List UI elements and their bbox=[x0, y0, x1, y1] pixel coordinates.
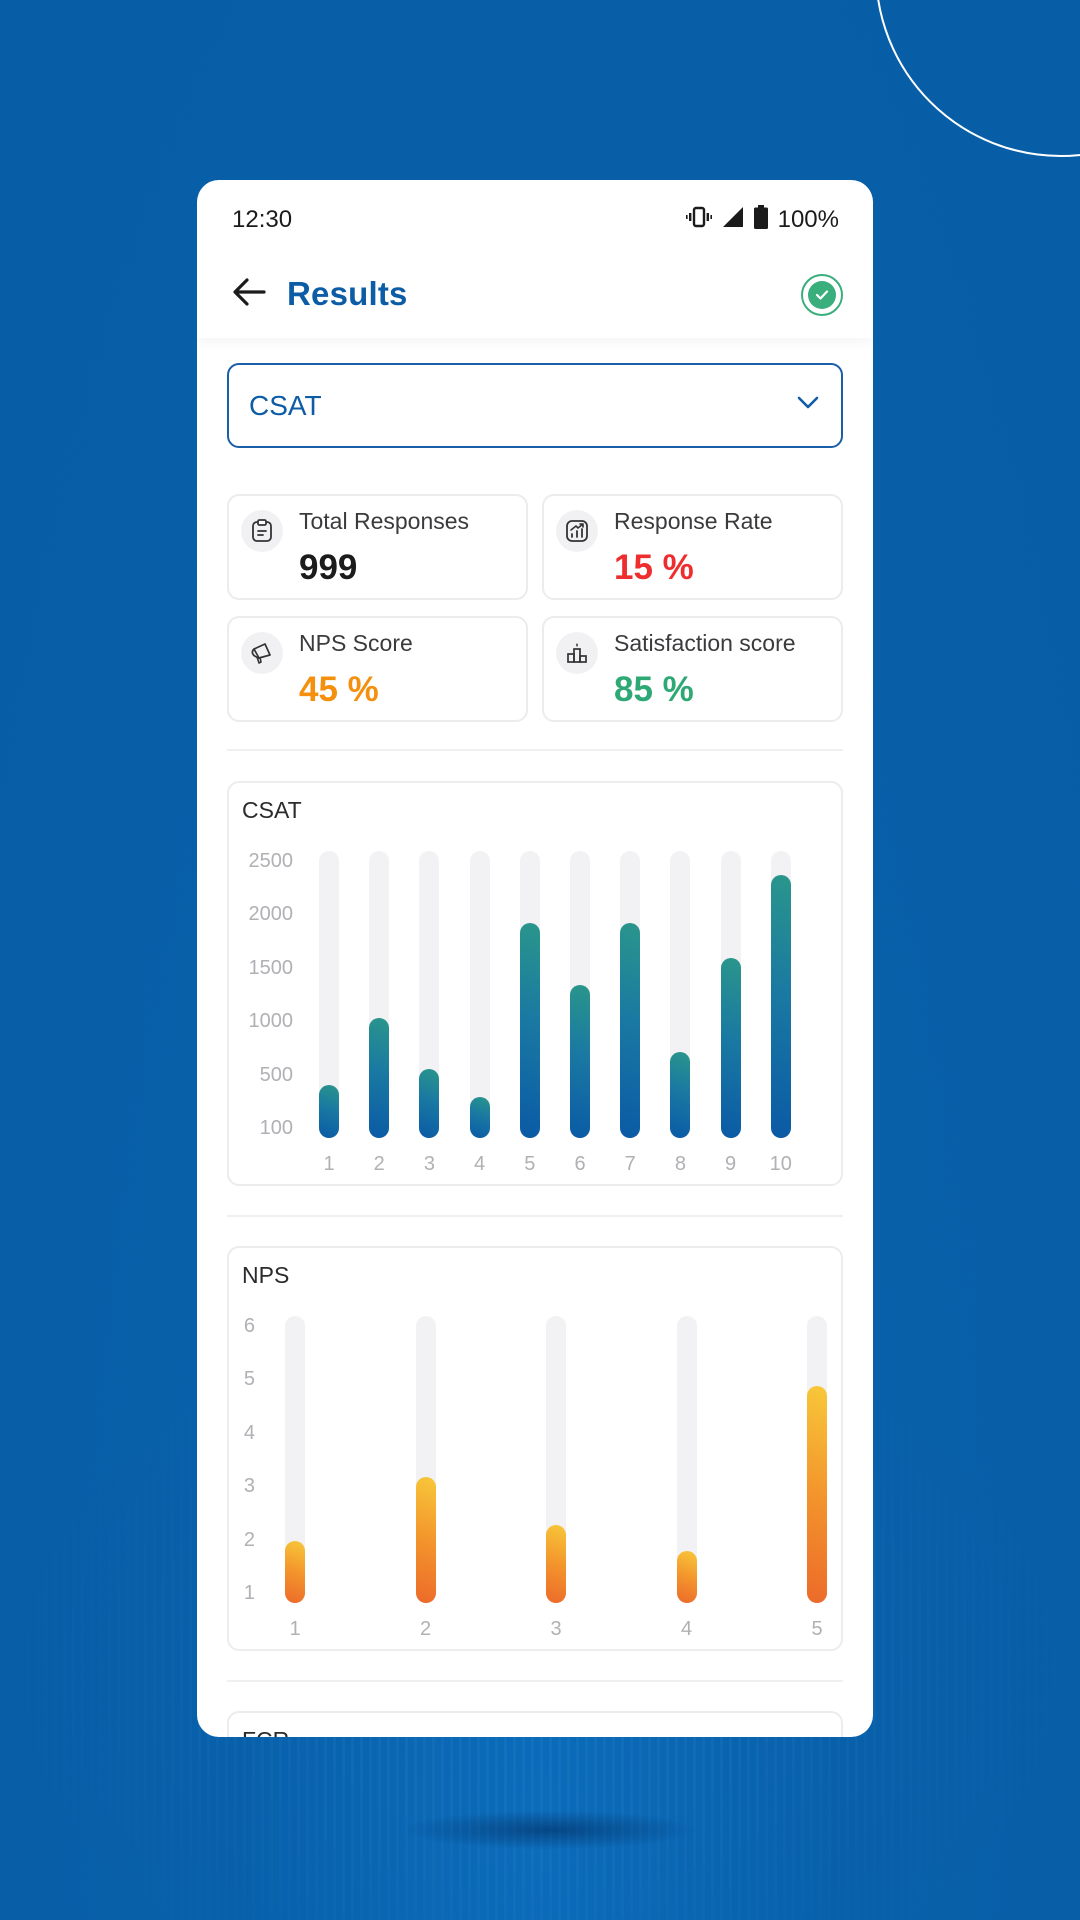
bar-3[interactable] bbox=[419, 1068, 440, 1138]
bar-track bbox=[419, 851, 440, 1138]
bar-5[interactable] bbox=[519, 923, 540, 1138]
confirm-button[interactable] bbox=[801, 274, 843, 316]
status-bar: 12:30 100% bbox=[197, 180, 873, 260]
section-divider bbox=[227, 1680, 843, 1682]
bar-2[interactable] bbox=[415, 1476, 436, 1603]
y-axis-tick: 100 bbox=[259, 1117, 293, 1139]
x-axis-tick: 3 bbox=[423, 1153, 435, 1175]
status-icons: 100% bbox=[685, 204, 839, 236]
chart-title: CSAT bbox=[242, 797, 302, 823]
chart-growth-icon bbox=[556, 510, 598, 552]
battery-percent: 100% bbox=[777, 206, 839, 233]
stat-label: Satisfaction score bbox=[614, 630, 796, 656]
x-axis-tick: 2 bbox=[373, 1153, 385, 1175]
nps-chart: NPS 6 5 4 3 2 1 1 2 3 4 5 bbox=[227, 1246, 843, 1651]
y-axis-tick: 4 bbox=[243, 1421, 255, 1444]
csat-chart: CSAT 2500 2000 1500 1000 500 100 1 2 3 4 5 6 7 8 9 10 bbox=[227, 781, 843, 1186]
x-axis-tick: 6 bbox=[574, 1153, 586, 1175]
stat-card-total-responses: Total Responses 999 bbox=[227, 494, 528, 600]
stat-value: 85 % bbox=[614, 670, 694, 709]
x-axis-tick: 2 bbox=[419, 1618, 432, 1640]
x-axis-tick: 10 bbox=[769, 1153, 792, 1175]
y-axis-tick: 1500 bbox=[248, 956, 294, 979]
bar-4[interactable] bbox=[676, 1551, 697, 1603]
y-axis-tick: 500 bbox=[259, 1063, 293, 1086]
phone-screen: 12:30 100% Results CSAT bbox=[197, 180, 873, 1737]
y-axis-tick: 1 bbox=[243, 1582, 255, 1604]
bar-track bbox=[319, 851, 339, 1138]
x-axis-tick: 3 bbox=[550, 1618, 562, 1640]
chart-title: NPS bbox=[242, 1262, 290, 1288]
page-title: Results bbox=[287, 275, 408, 312]
x-axis-tick: 8 bbox=[674, 1153, 686, 1175]
section-divider bbox=[227, 749, 843, 751]
chevron-down-icon bbox=[797, 396, 819, 415]
x-axis-tick: 4 bbox=[474, 1153, 486, 1175]
bar-track bbox=[469, 851, 490, 1138]
x-axis-tick: 5 bbox=[524, 1153, 536, 1175]
app-header: Results bbox=[197, 250, 873, 338]
background-shadow bbox=[400, 1810, 700, 1850]
bar-1[interactable] bbox=[319, 1084, 339, 1138]
y-axis-tick: 2000 bbox=[248, 903, 294, 926]
stat-card-satisfaction-score: Satisfaction score 85 % bbox=[542, 616, 843, 722]
battery-icon bbox=[753, 204, 768, 236]
back-button[interactable] bbox=[229, 274, 269, 314]
bar-6[interactable] bbox=[570, 985, 590, 1138]
bar-track bbox=[285, 1316, 305, 1603]
bar-3[interactable] bbox=[546, 1524, 566, 1603]
x-axis-tick: 7 bbox=[624, 1153, 636, 1175]
bar-track bbox=[676, 1316, 697, 1603]
decorative-circle bbox=[875, 0, 1080, 157]
bar-1[interactable] bbox=[285, 1540, 305, 1603]
bar-2[interactable] bbox=[369, 1017, 390, 1138]
vibrate-icon bbox=[685, 205, 712, 236]
x-axis-tick: 1 bbox=[323, 1153, 335, 1175]
status-time: 12:30 bbox=[232, 206, 293, 233]
survey-type-dropdown[interactable]: CSAT bbox=[227, 363, 843, 448]
y-axis-tick: 2500 bbox=[248, 850, 294, 872]
stat-value: 15 % bbox=[614, 548, 694, 587]
arrow-left-icon bbox=[232, 277, 266, 312]
clipboard-icon bbox=[241, 510, 283, 552]
bar-7[interactable] bbox=[620, 923, 641, 1138]
y-axis-tick: 1000 bbox=[248, 1010, 294, 1033]
dropdown-selected-value: CSAT bbox=[249, 389, 322, 421]
section-divider bbox=[227, 1215, 843, 1217]
bar-5[interactable] bbox=[807, 1385, 827, 1603]
podium-icon bbox=[556, 632, 598, 674]
stat-label: NPS Score bbox=[299, 630, 413, 656]
stat-label: Total Responses bbox=[299, 508, 470, 534]
stat-card-response-rate: Response Rate 15 % bbox=[542, 494, 843, 600]
y-axis-tick: 3 bbox=[243, 1475, 255, 1498]
bar-10[interactable] bbox=[770, 875, 791, 1138]
y-axis-tick: 5 bbox=[243, 1368, 255, 1391]
stat-card-nps-score: NPS Score 45 % bbox=[227, 616, 528, 722]
bar-8[interactable] bbox=[670, 1052, 691, 1138]
x-axis-tick: 9 bbox=[725, 1153, 737, 1175]
stat-label: Response Rate bbox=[614, 508, 773, 534]
stat-value: 999 bbox=[299, 548, 358, 587]
x-axis-tick: 5 bbox=[811, 1618, 823, 1640]
y-axis-tick: 6 bbox=[243, 1315, 255, 1337]
x-axis-tick: 1 bbox=[289, 1618, 301, 1640]
x-axis-tick: 4 bbox=[680, 1618, 693, 1640]
fcr-chart: FCR bbox=[227, 1711, 843, 1737]
megaphone-icon bbox=[241, 632, 283, 674]
y-axis-tick: 2 bbox=[243, 1528, 255, 1551]
stat-value: 45 % bbox=[299, 670, 379, 709]
bar-4[interactable] bbox=[469, 1096, 490, 1138]
chart-title: FCR bbox=[242, 1727, 289, 1737]
bar-9[interactable] bbox=[720, 957, 741, 1138]
signal-icon bbox=[722, 206, 744, 235]
check-circle-icon bbox=[808, 281, 836, 309]
